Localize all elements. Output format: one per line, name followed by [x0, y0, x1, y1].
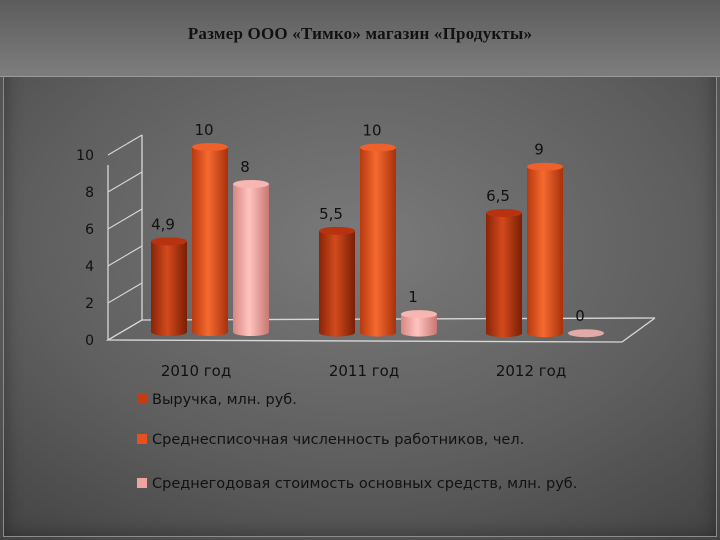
data-label: 1 [408, 288, 418, 306]
legend-item-revenue: Выручка, млн. руб. [137, 392, 297, 408]
legend-label-revenue: Выручка, млн. руб. [152, 392, 297, 408]
y-tick-label: 6 [85, 222, 94, 238]
y-gridline [107, 171, 143, 193]
y-tick-label: 0 [85, 333, 94, 349]
data-label: 0 [575, 307, 585, 325]
chart-labels: 4,9 10 8 2010 год 5,5 10 1 2011 год 6,5 9 0 2012 го… [151, 121, 585, 380]
y-gridline [107, 319, 143, 341]
bar-body [486, 212, 522, 338]
bar-top [360, 143, 396, 152]
bar-top [192, 143, 228, 151]
bar-top [486, 208, 522, 217]
data-label: 10 [362, 122, 381, 140]
bar-top [319, 226, 355, 235]
bar-body [233, 184, 269, 336]
legend-swatch-revenue [137, 394, 147, 404]
x-category-label: 2012 год [496, 362, 566, 380]
bar-body [319, 230, 355, 337]
bar-body [151, 241, 187, 336]
y-gridline [107, 208, 143, 230]
data-label: 4,9 [151, 215, 175, 233]
y-gridline [107, 282, 143, 304]
bar-top [401, 310, 437, 319]
bar-zero-disc [568, 329, 604, 338]
data-label: 8 [240, 158, 250, 176]
legend-label-fixed-assets: Среднегодовая стоимость основных средств… [152, 476, 578, 492]
data-label: 9 [534, 141, 544, 159]
chart-bars [151, 143, 604, 338]
bar-body [401, 314, 437, 337]
data-label: 10 [194, 121, 213, 139]
legend-swatch-employees [137, 434, 147, 444]
y-gridline [107, 134, 143, 156]
y-tick-label: 8 [85, 185, 94, 201]
bar-body [192, 147, 228, 336]
legend-label-employees: Среднесписочная численность работников, … [152, 432, 525, 448]
data-label: 5,5 [319, 205, 343, 223]
data-label: 6,5 [486, 187, 510, 205]
legend-item-fixed-assets: Среднегодовая стоимость основных средств… [137, 476, 577, 492]
legend-swatch-fixed-assets [137, 478, 147, 488]
bar-top [151, 237, 187, 246]
legend-item-employees: Среднесписочная численность работников, … [137, 432, 524, 448]
title-band [0, 0, 720, 77]
y-tick-label: 2 [85, 296, 94, 312]
bar-body [527, 166, 563, 338]
bar-top [527, 162, 563, 171]
bar-top [233, 180, 269, 188]
bar-body [360, 147, 396, 337]
y-tick-label: 10 [76, 148, 94, 164]
x-category-label: 2011 год [329, 362, 399, 380]
y-tick-label: 4 [85, 259, 94, 275]
y-gridline [107, 245, 143, 267]
slide-title: Размер ООО «Тимко» магазин «Продукты» [187, 24, 533, 43]
x-category-label: 2010 год [161, 362, 231, 380]
